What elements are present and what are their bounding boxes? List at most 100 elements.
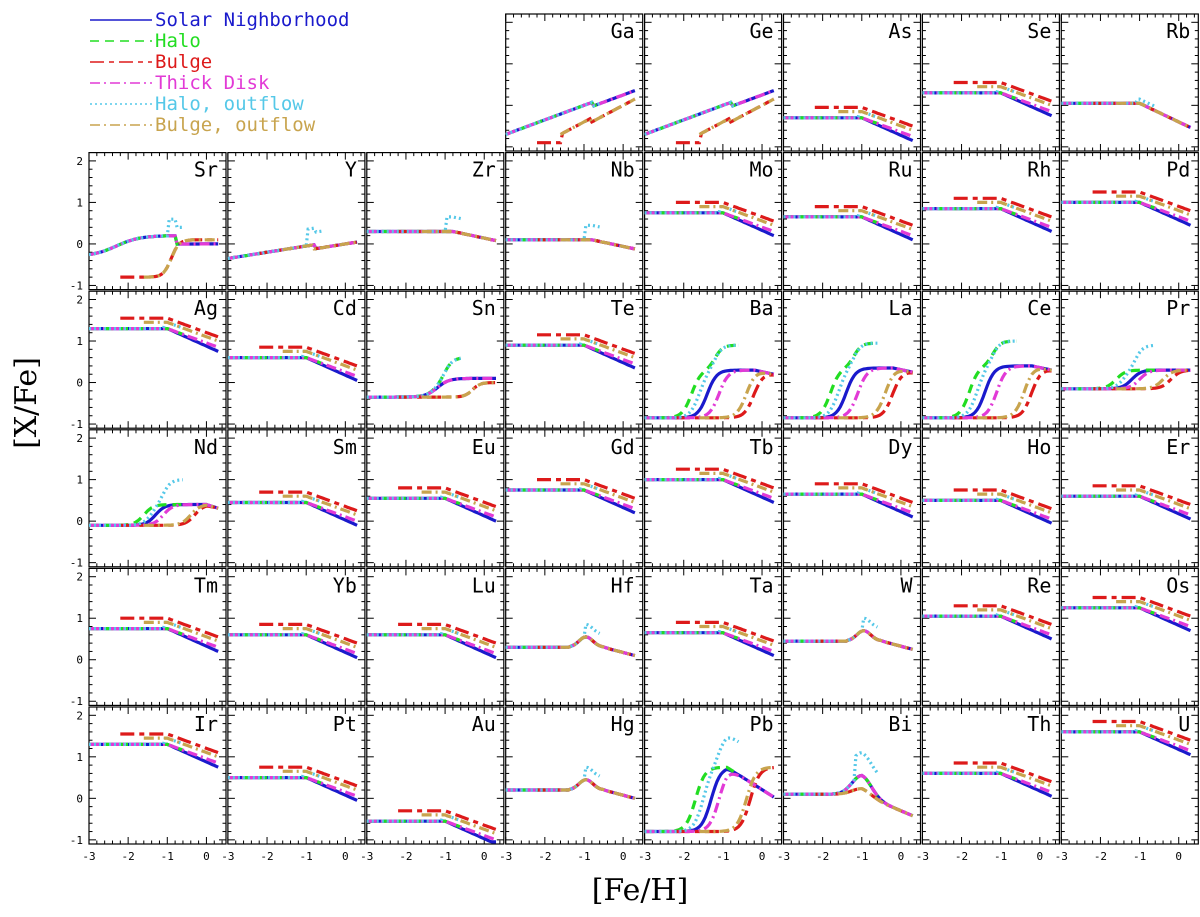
series-line-5	[421, 627, 497, 649]
panel-label: Nb	[611, 158, 635, 182]
panel-frame	[227, 567, 366, 707]
series-line-2	[1092, 595, 1192, 618]
panel-sm: Sm	[227, 429, 366, 568]
series-line-2	[398, 622, 497, 645]
panel-frame	[643, 13, 783, 152]
panel-frame	[643, 290, 783, 429]
panel-dy: Dy	[782, 429, 922, 568]
series-line-2	[398, 486, 497, 509]
panel-frame	[782, 152, 922, 291]
panel-frame	[921, 13, 1061, 152]
panel-label: Ir	[194, 712, 218, 736]
panel-hf: Hf	[505, 567, 644, 707]
x-tick-label: -1	[1133, 850, 1146, 863]
panel-au: -3 -2 -1 0 Au	[360, 706, 505, 863]
series-line-4	[89, 478, 183, 527]
series-line-5	[143, 238, 219, 279]
series-line-2	[953, 604, 1053, 626]
x-tick-label: 0	[1037, 850, 1044, 863]
series-line-5	[282, 349, 358, 372]
series-line-4	[227, 494, 323, 505]
series-line-5	[143, 736, 219, 759]
panel-pb: -3 -2 -1 0 Pb	[638, 706, 783, 863]
y-tick-label: 0	[76, 654, 83, 667]
x-tick-label: -3	[360, 850, 373, 863]
panel-eu: Eu	[366, 429, 505, 568]
panel-label: Hf	[611, 573, 635, 597]
series-line-0	[89, 327, 219, 353]
legend-label: Solar Nighborhood	[155, 9, 349, 31]
y-tick-label: 2	[76, 294, 83, 307]
series-line-4	[1061, 97, 1156, 109]
panel-frame	[782, 429, 922, 568]
series-line-4	[505, 337, 601, 347]
panel-frame	[505, 567, 644, 707]
series-line-5	[838, 786, 914, 818]
x-tick-label: 0	[342, 850, 349, 863]
series-line-4	[783, 486, 878, 496]
series-line-4	[783, 110, 878, 120]
series-line-5	[1116, 600, 1192, 622]
x-tick-label: -3	[82, 850, 95, 863]
panel-frame	[1060, 152, 1199, 291]
panel-label: W	[900, 573, 913, 597]
panel-er: Er	[1060, 429, 1199, 568]
panel-frame	[782, 290, 922, 429]
series-line-2	[120, 616, 219, 639]
x-tick-label: -3	[499, 850, 512, 863]
panel-label: Nd	[194, 435, 218, 459]
series-line-0	[505, 488, 636, 515]
series-line-4	[227, 627, 323, 637]
panel-label: Tb	[750, 435, 774, 459]
series-line-5	[1116, 488, 1192, 511]
series-line-0	[89, 742, 219, 769]
series-line-2	[259, 345, 358, 368]
panel-label: Sm	[333, 435, 357, 459]
series-line-2	[259, 622, 358, 645]
series-line-0	[922, 207, 1053, 233]
series-line-0	[89, 627, 219, 653]
panel-u: -3 -2 -1 0 U	[1055, 706, 1199, 863]
series-line-5	[699, 371, 775, 420]
series-line-4	[1061, 343, 1156, 391]
panel-label: Ba	[750, 296, 774, 320]
series-line-0	[783, 116, 914, 143]
series-line-5	[977, 492, 1053, 515]
y-tick-label: 2	[76, 432, 83, 445]
series-line-5	[699, 624, 775, 647]
panel-frame	[782, 13, 922, 152]
panel-label: Cd	[333, 296, 357, 320]
legend-label: Thick Disk	[155, 72, 270, 94]
panel-y: Y	[227, 152, 366, 291]
panel-frame	[88, 152, 227, 291]
panel-label: U	[1178, 712, 1190, 736]
series-line-5	[421, 490, 497, 513]
panel-nd: -1 0 1 2 Nd	[70, 429, 227, 570]
x-tick-label: -1	[577, 850, 590, 863]
series-line-1	[644, 765, 740, 834]
series-line-5	[421, 381, 496, 399]
series-line-5	[977, 608, 1053, 631]
series-line-5	[560, 635, 636, 658]
panel-zr: Zr	[366, 152, 505, 291]
x-tick-label: -3	[638, 850, 651, 863]
series-line-5	[977, 765, 1053, 788]
panel-label: Pr	[1166, 296, 1190, 320]
legend-label: Bulge, outflow	[155, 114, 316, 136]
series-line-0	[644, 211, 775, 238]
panel-lu: Lu	[366, 567, 505, 707]
series-line-5	[282, 769, 358, 792]
panel-label: Ta	[750, 573, 774, 597]
series-line-4	[227, 769, 323, 780]
series-line-2	[259, 765, 358, 788]
series-line-0	[1061, 494, 1192, 521]
series-line-4	[644, 736, 740, 834]
series-line-2	[537, 333, 636, 356]
x-axis-title: [Fe/H]	[592, 873, 689, 908]
panel-ho: Ho	[921, 429, 1061, 568]
panel-pr: Pr	[1060, 290, 1199, 429]
series-line-4	[644, 205, 740, 215]
x-tick-label: -1	[716, 850, 729, 863]
y-tick-label: 1	[76, 474, 83, 487]
